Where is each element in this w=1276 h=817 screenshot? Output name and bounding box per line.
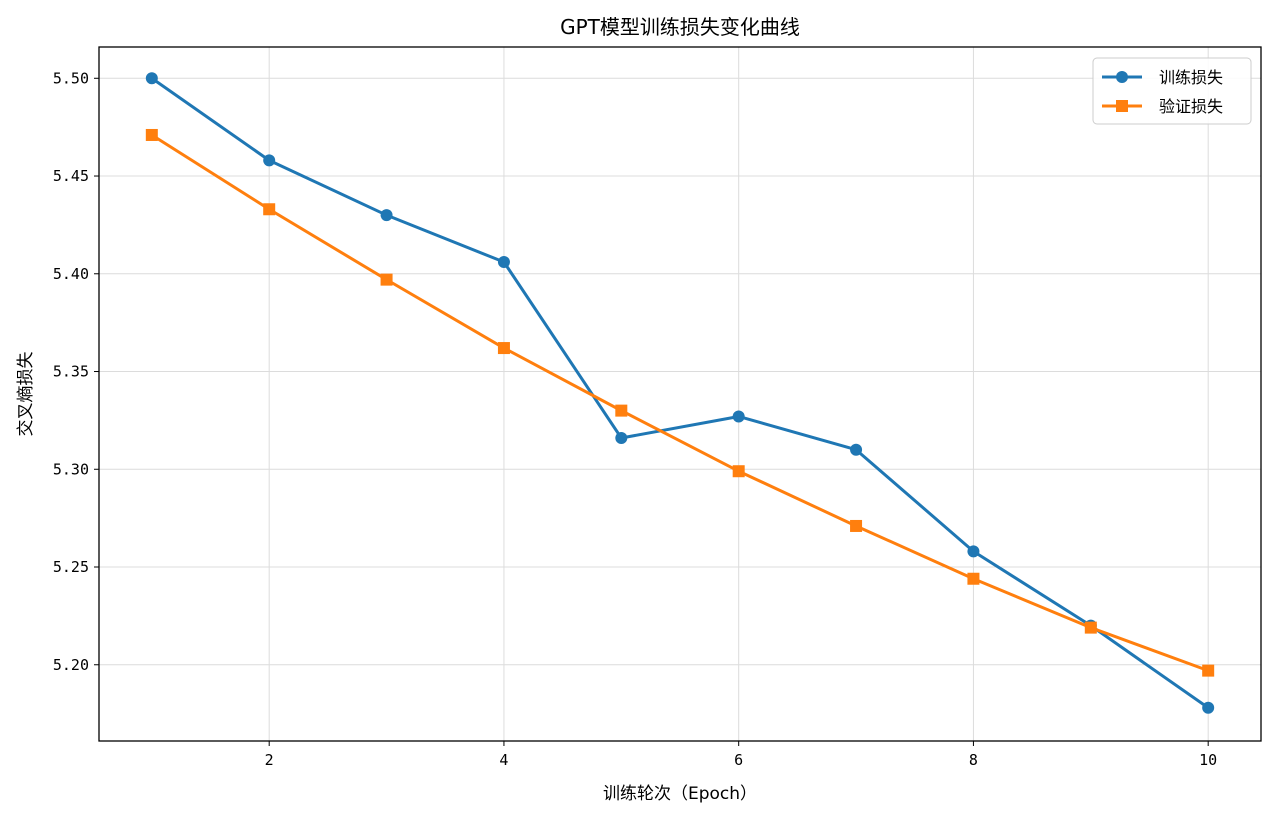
- x-tick-label: 8: [969, 751, 978, 769]
- data-point-square: [850, 519, 863, 532]
- data-point-square: [263, 203, 276, 216]
- data-point-square: [380, 273, 393, 286]
- data-point-square: [497, 342, 510, 355]
- data-point-circle: [497, 256, 510, 269]
- data-point-circle: [615, 431, 628, 444]
- chart-title: GPT模型训练损失变化曲线: [560, 15, 800, 39]
- ticks: 2 4 6 8 10 5.20 5.25 5.30 5.35 5.40 5.45 5.50: [53, 69, 1217, 769]
- grid: [99, 47, 1261, 741]
- data-point-square: [732, 465, 745, 478]
- y-tick-label: 5.50: [53, 69, 89, 87]
- legend-swatch-marker: [1116, 100, 1128, 112]
- plot-frame: [98, 46, 1262, 742]
- legend-label: 验证损失: [1159, 97, 1223, 116]
- series-line: [150, 77, 1210, 709]
- y-axis-label: 交叉熵损失: [16, 352, 36, 437]
- data-point-circle: [380, 209, 393, 222]
- data-point-square: [1202, 664, 1215, 677]
- data-point-square: [145, 128, 158, 141]
- data-point-circle: [145, 72, 158, 85]
- series-layer: [145, 72, 1215, 714]
- x-tick-label: 6: [734, 751, 743, 769]
- series-line: [151, 133, 1209, 673]
- legend-label: 训练损失: [1159, 68, 1223, 87]
- x-tick-label: 4: [499, 751, 508, 769]
- data-point-circle: [967, 545, 980, 558]
- x-tick-label: 2: [265, 751, 274, 769]
- data-point-circle: [732, 410, 745, 423]
- y-tick-label: 5.35: [53, 363, 89, 381]
- y-tick-label: 5.25: [53, 558, 89, 576]
- x-axis-label: 训练轮次（Epoch）: [603, 784, 757, 804]
- x-tick-label: 10: [1199, 751, 1217, 769]
- data-point-square: [615, 404, 628, 417]
- y-tick-label: 5.45: [53, 167, 89, 185]
- y-tick-label: 5.20: [53, 656, 89, 674]
- data-point-square: [967, 572, 980, 585]
- y-tick-label: 5.30: [53, 460, 89, 478]
- y-tick-label: 5.40: [53, 265, 89, 283]
- data-point-circle: [263, 154, 276, 167]
- data-point-circle: [1202, 701, 1215, 714]
- data-point-circle: [850, 443, 863, 456]
- data-point-square: [1084, 621, 1097, 634]
- legend-swatch-marker: [1116, 71, 1128, 83]
